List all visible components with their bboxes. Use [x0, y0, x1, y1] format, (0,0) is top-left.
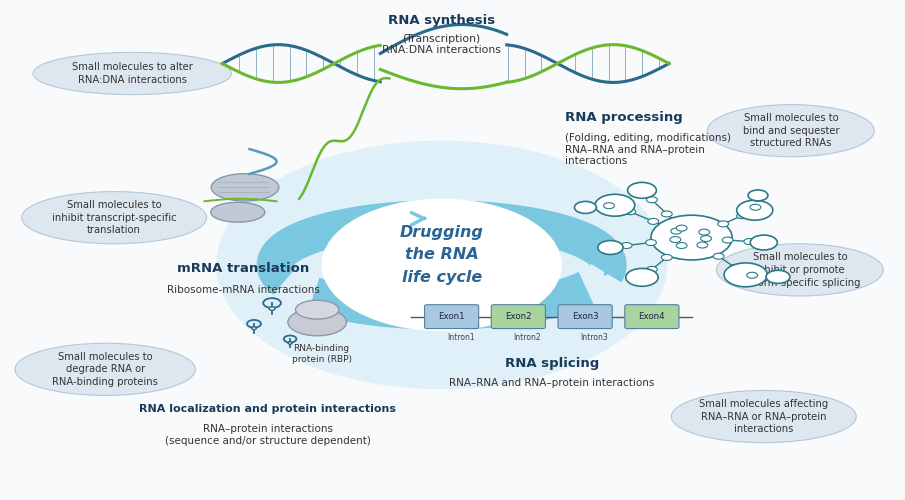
- Ellipse shape: [14, 343, 195, 396]
- Circle shape: [718, 221, 729, 227]
- Ellipse shape: [288, 308, 347, 336]
- Text: Small molecules to
inhibit transcript-specific
translation: Small molecules to inhibit transcript-sp…: [52, 200, 176, 235]
- Text: Intron3: Intron3: [580, 333, 608, 342]
- FancyBboxPatch shape: [424, 304, 479, 328]
- Circle shape: [767, 274, 777, 280]
- Circle shape: [671, 228, 681, 234]
- Text: RNA–protein interactions
(sequence and/or structure dependent): RNA–protein interactions (sequence and/o…: [165, 424, 370, 446]
- Text: RNA synthesis: RNA synthesis: [388, 14, 495, 27]
- Circle shape: [216, 140, 667, 389]
- Ellipse shape: [672, 390, 856, 442]
- Circle shape: [624, 208, 635, 214]
- Ellipse shape: [211, 174, 279, 201]
- Circle shape: [651, 215, 732, 260]
- Ellipse shape: [717, 244, 883, 296]
- Circle shape: [662, 254, 672, 260]
- Circle shape: [662, 211, 672, 217]
- Text: Exon1: Exon1: [438, 312, 465, 321]
- FancyBboxPatch shape: [558, 304, 612, 328]
- Circle shape: [252, 327, 256, 330]
- Text: Small molecules to alter
RNA:DNA interactions: Small molecules to alter RNA:DNA interac…: [71, 62, 193, 85]
- Circle shape: [737, 200, 773, 220]
- Circle shape: [288, 342, 292, 344]
- Circle shape: [621, 242, 632, 248]
- Circle shape: [646, 197, 657, 203]
- Circle shape: [598, 240, 623, 254]
- Circle shape: [604, 202, 614, 208]
- Circle shape: [750, 204, 761, 210]
- Text: RNA processing: RNA processing: [566, 111, 683, 124]
- FancyBboxPatch shape: [624, 304, 679, 328]
- Circle shape: [595, 194, 634, 216]
- Ellipse shape: [33, 52, 232, 94]
- Circle shape: [670, 236, 681, 242]
- Circle shape: [722, 237, 733, 243]
- Circle shape: [648, 218, 659, 224]
- Circle shape: [699, 229, 710, 235]
- Circle shape: [269, 307, 275, 310]
- Text: mRNA translation: mRNA translation: [177, 262, 310, 276]
- Text: Exon4: Exon4: [639, 312, 665, 321]
- Text: RNA-binding
protein (RBP): RNA-binding protein (RBP): [291, 344, 352, 364]
- Text: Small molecules to
degrade RNA or
RNA-binding proteins: Small molecules to degrade RNA or RNA-bi…: [52, 352, 158, 387]
- Text: Exon2: Exon2: [505, 312, 531, 321]
- Text: RNA localization and protein interactions: RNA localization and protein interaction…: [139, 404, 396, 414]
- Ellipse shape: [211, 202, 265, 222]
- Circle shape: [752, 196, 763, 202]
- Text: Intron1: Intron1: [447, 333, 474, 342]
- Text: Small molecules affecting
RNA–RNA or RNA–protein
interactions: Small molecules affecting RNA–RNA or RNA…: [700, 399, 828, 434]
- Text: RNA splicing: RNA splicing: [505, 357, 599, 370]
- Circle shape: [767, 270, 790, 283]
- Circle shape: [737, 212, 748, 218]
- Circle shape: [321, 198, 562, 331]
- Circle shape: [676, 242, 687, 248]
- Text: (Folding, editing, modifications)
RNA–RNA and RNA–protein
interactions: (Folding, editing, modifications) RNA–RN…: [566, 133, 731, 166]
- Circle shape: [646, 266, 657, 272]
- Circle shape: [713, 253, 724, 259]
- Text: Ribosome-mRNA interactions: Ribosome-mRNA interactions: [167, 285, 319, 295]
- Circle shape: [748, 190, 768, 201]
- Circle shape: [625, 268, 658, 286]
- Ellipse shape: [708, 104, 874, 157]
- Circle shape: [700, 236, 711, 242]
- Circle shape: [729, 264, 740, 270]
- Text: Exon3: Exon3: [572, 312, 598, 321]
- Circle shape: [575, 202, 596, 213]
- Ellipse shape: [296, 300, 338, 319]
- Circle shape: [676, 225, 687, 231]
- Text: Intron2: Intron2: [513, 333, 541, 342]
- Circle shape: [747, 272, 757, 278]
- Text: RNA–RNA and RNA–protein interactions: RNA–RNA and RNA–protein interactions: [449, 378, 654, 388]
- Text: Small molecules to
bind and sequester
structured RNAs: Small molecules to bind and sequester st…: [742, 113, 839, 148]
- Text: Small molecules to
inhibit or promote
isoform-specific splicing: Small molecules to inhibit or promote is…: [739, 252, 860, 288]
- Circle shape: [744, 238, 755, 244]
- Ellipse shape: [22, 192, 206, 244]
- Circle shape: [627, 182, 656, 198]
- Text: Drugging
the RNA
life cycle: Drugging the RNA life cycle: [400, 226, 483, 284]
- Circle shape: [645, 240, 656, 246]
- Circle shape: [697, 242, 708, 248]
- Text: (Transcription)
RNA:DNA interactions: (Transcription) RNA:DNA interactions: [382, 34, 501, 56]
- Circle shape: [724, 263, 767, 287]
- Circle shape: [750, 235, 777, 250]
- FancyBboxPatch shape: [491, 304, 546, 328]
- Circle shape: [586, 204, 596, 210]
